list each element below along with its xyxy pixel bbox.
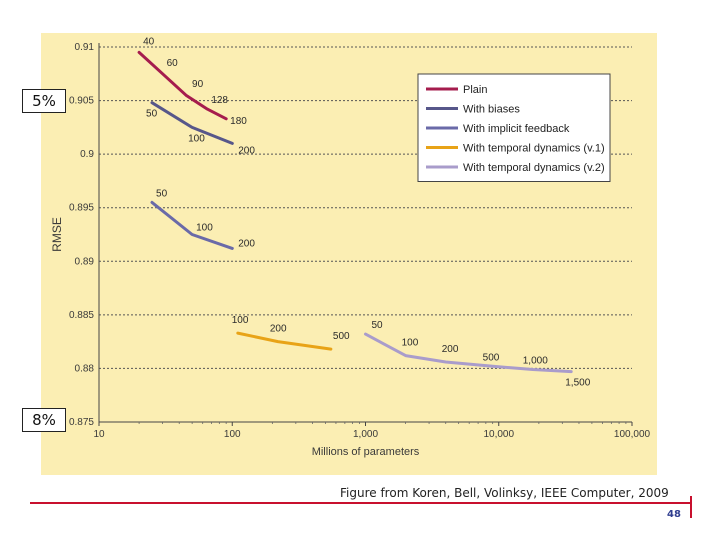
- legend-label: With biases: [463, 104, 520, 116]
- callout-top: 5%: [22, 89, 66, 113]
- legend-label: Plain: [463, 84, 487, 96]
- x-tick-label: 100,000: [614, 429, 651, 440]
- point-label: 100: [188, 133, 205, 144]
- point-label: 180: [230, 116, 247, 127]
- point-label: 90: [192, 79, 204, 90]
- x-tick-label: 1,000: [353, 429, 378, 440]
- series-line: [236, 331, 333, 351]
- x-tick-label: 10: [93, 429, 105, 440]
- point-label: 500: [483, 352, 500, 363]
- point-label: 100: [402, 338, 419, 349]
- x-tick-label: 100: [224, 429, 241, 440]
- point-label: 100: [196, 223, 213, 234]
- point-label: 200: [270, 324, 287, 335]
- legend-label: With temporal dynamics (v.2): [463, 162, 605, 174]
- legend-label: With implicit feedback: [463, 123, 570, 135]
- point-label: 200: [238, 145, 255, 156]
- point-label: 50: [156, 188, 168, 199]
- series-line: [150, 101, 234, 145]
- point-label: 200: [442, 344, 459, 355]
- x-tick-label: 10,000: [483, 429, 514, 440]
- point-label: 1,500: [565, 378, 590, 389]
- point-label: 40: [143, 36, 155, 47]
- point-label: 500: [333, 331, 350, 342]
- y-tick-label: 0.88: [75, 363, 95, 374]
- series-line: [150, 200, 234, 250]
- point-label: 1,000: [523, 356, 548, 367]
- y-tick-label: 0.895: [69, 203, 94, 214]
- x-axis-label: Millions of parameters: [312, 446, 420, 458]
- chart-panel: 0.875 0.88 0.885 0.89 0.895 0.9 0.905 0.91 10 100…: [41, 33, 657, 475]
- y-tick-label: 0.9: [80, 149, 94, 160]
- y-tick-label: 0.885: [69, 310, 94, 321]
- y-tick-label: 0.905: [69, 96, 94, 107]
- point-label: 128: [211, 95, 228, 106]
- legend-label: With temporal dynamics (v.1): [463, 143, 605, 155]
- point-label: 50: [146, 109, 158, 120]
- y-tick-label: 0.875: [69, 417, 94, 428]
- series-line: [364, 332, 573, 374]
- footer-accent: [690, 496, 692, 518]
- rmse-chart: 0.875 0.88 0.885 0.89 0.895 0.9 0.905 0.91 10 100…: [50, 36, 651, 458]
- series-line: [137, 50, 228, 121]
- callout-bottom: 8%: [22, 408, 66, 432]
- y-tick-label: 0.91: [75, 42, 95, 53]
- footer-rule: [30, 502, 691, 504]
- point-label: 200: [238, 238, 255, 249]
- y-axis-label: RMSE: [50, 217, 64, 252]
- point-label: 100: [232, 315, 249, 326]
- figure-caption: Figure from Koren, Bell, Volinksy, IEEE …: [340, 486, 669, 500]
- y-tick-label: 0.89: [75, 256, 95, 267]
- point-label: 50: [372, 320, 384, 331]
- point-label: 60: [167, 58, 179, 69]
- slide-number: 48: [667, 509, 681, 520]
